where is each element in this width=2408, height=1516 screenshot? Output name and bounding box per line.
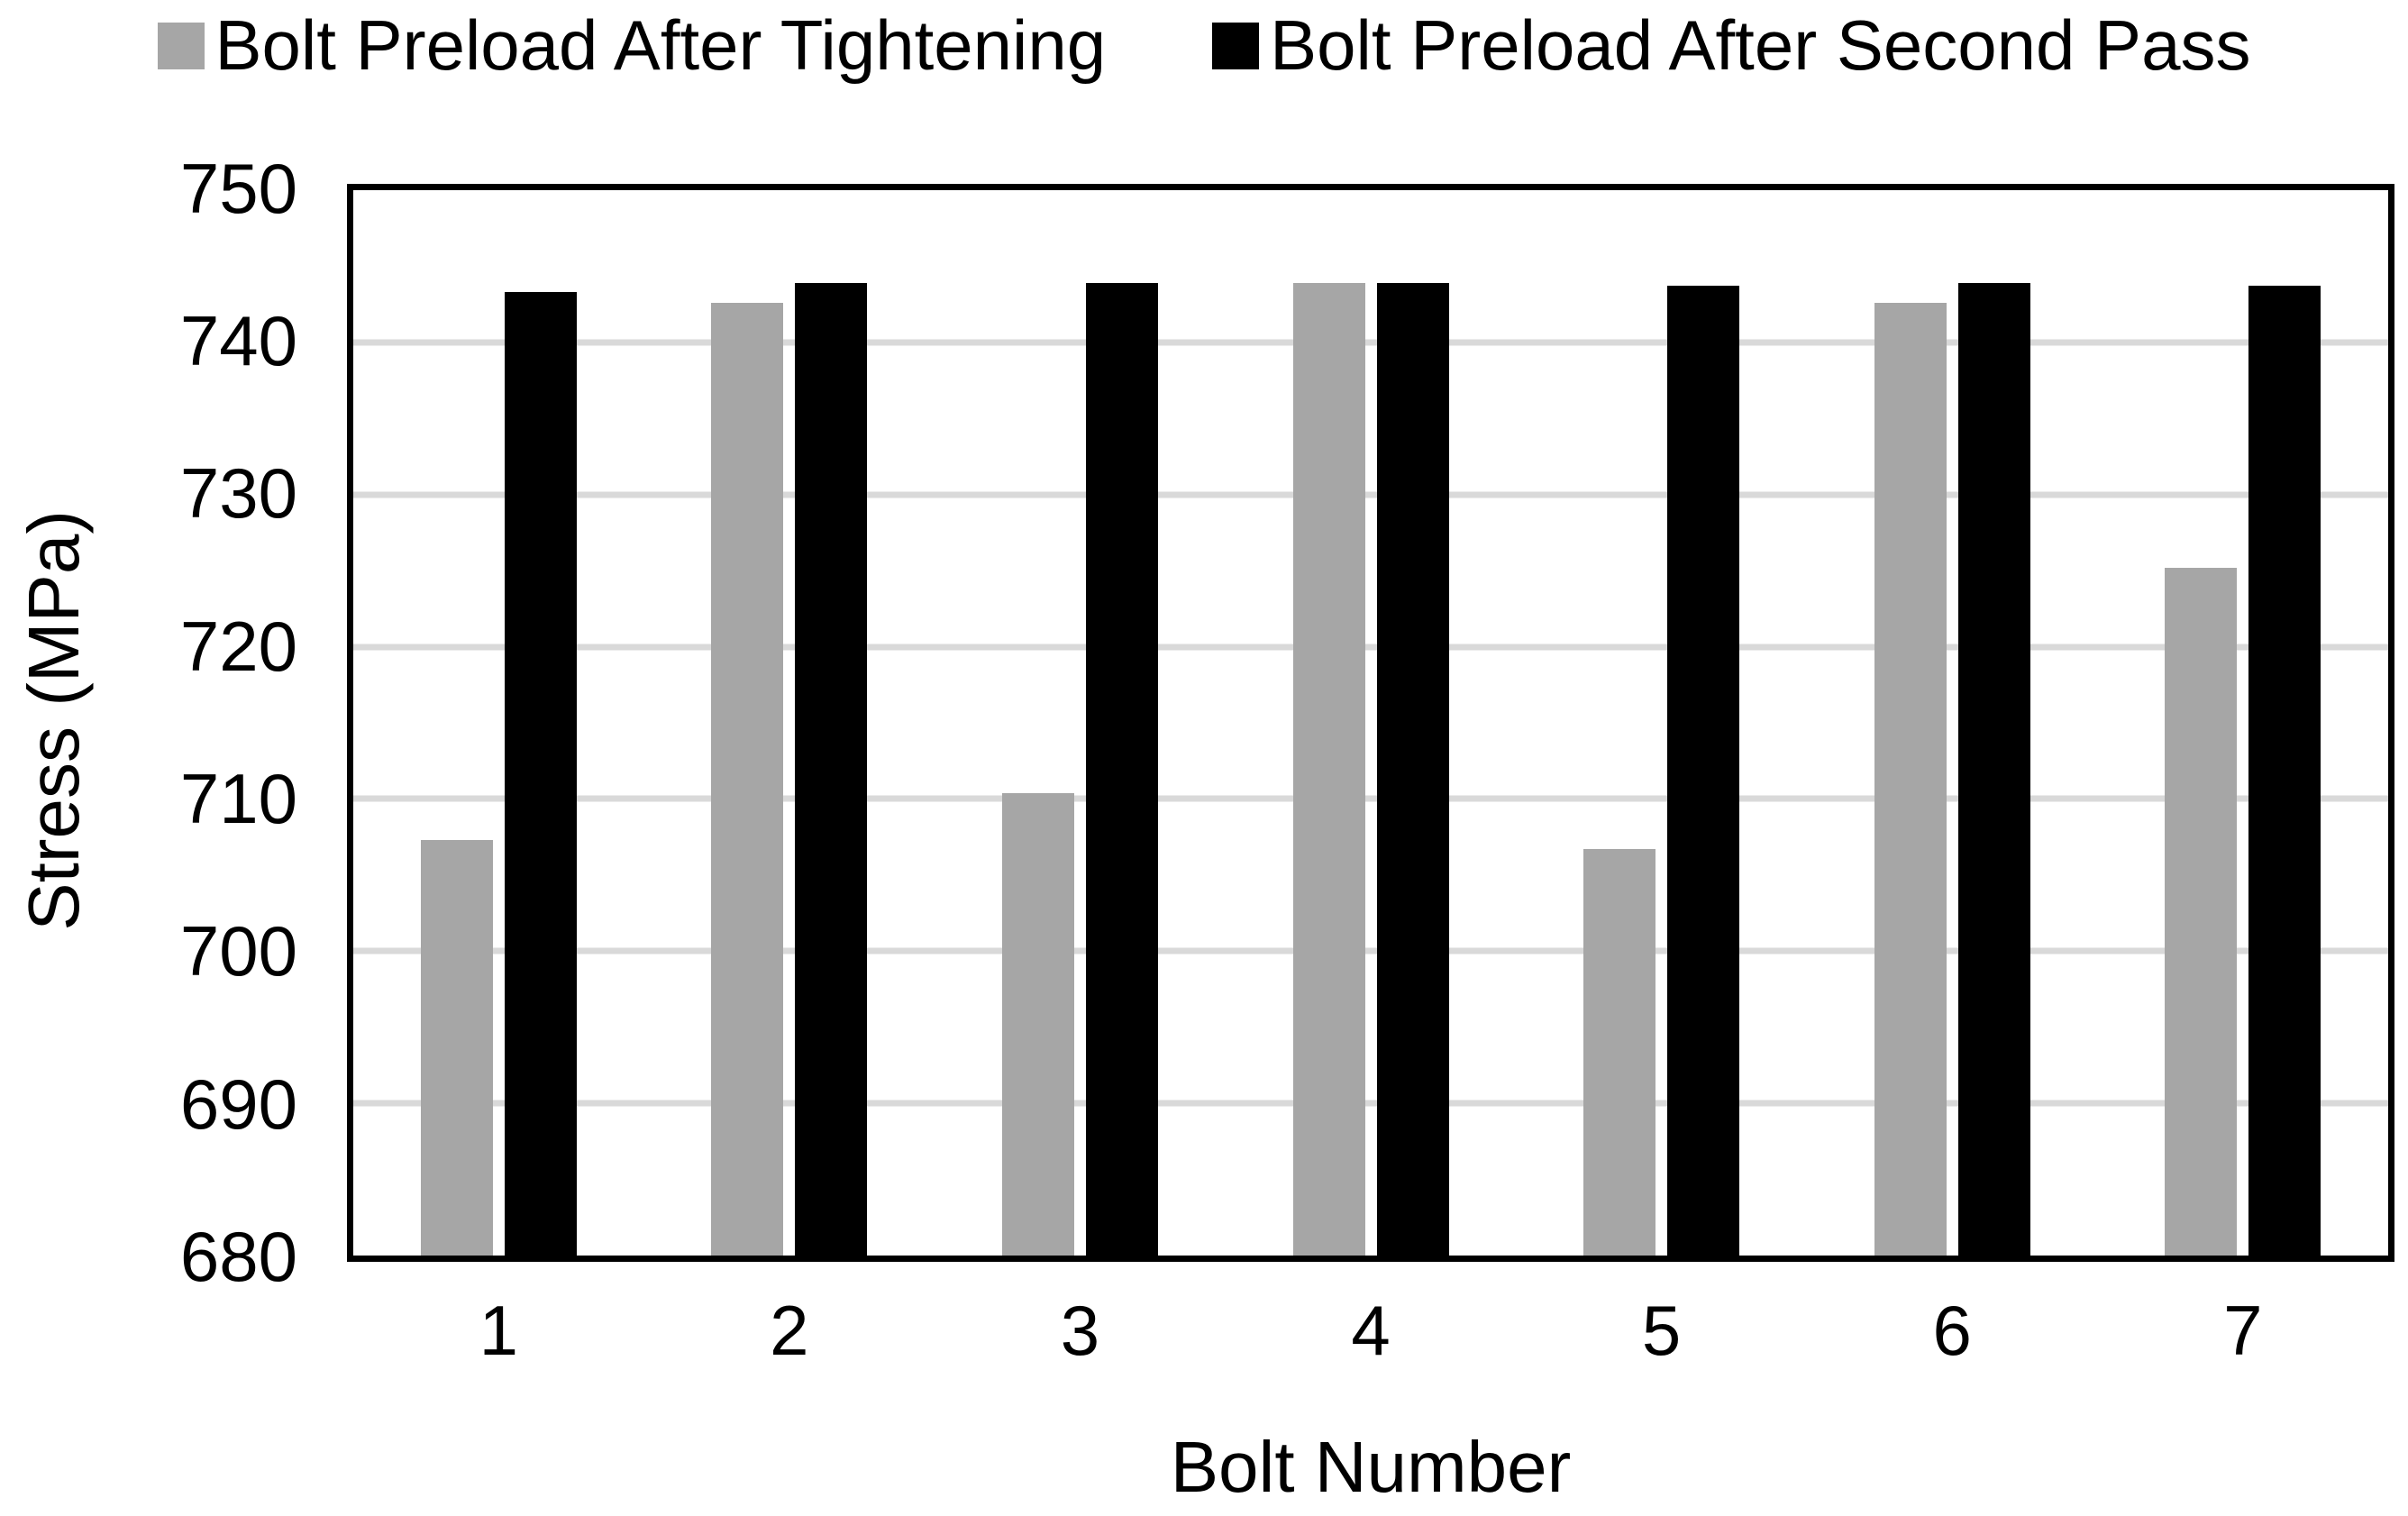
legend-item-0: Bolt Preload After Tightening [157, 5, 1107, 85]
bar-series-0-bolt-2 [711, 302, 784, 1256]
bar-series-0-bolt-4 [1292, 283, 1365, 1256]
bar-series-1-bolt-7 [2248, 286, 2321, 1256]
gridline-740 [353, 339, 2388, 346]
bar-series-1-bolt-5 [1667, 286, 1740, 1256]
gridline-690 [353, 1100, 2388, 1107]
plot-area [347, 184, 2394, 1262]
y-tick-label-720: 720 [179, 606, 297, 686]
y-tick-label-750: 750 [179, 148, 297, 228]
bar-series-1-bolt-1 [504, 292, 577, 1256]
y-tick-label-730: 730 [179, 453, 297, 534]
x-tick-label-1: 1 [479, 1291, 518, 1370]
bar-group-bolt-3 [935, 190, 1226, 1256]
legend-swatch-0 [157, 22, 205, 69]
bar-group-bolt-4 [1226, 190, 1517, 1256]
gridline-720 [353, 644, 2388, 651]
bar-group-bolt-2 [644, 190, 935, 1256]
y-tick-label-740: 740 [179, 300, 297, 380]
x-tick-label-7: 7 [2223, 1291, 2263, 1370]
legend-item-1: Bolt Preload After Second Pass [1212, 5, 2251, 85]
gridline-730 [353, 491, 2388, 498]
y-axis-title: Stress (MPa) [14, 509, 94, 931]
y-tick-label-710: 710 [179, 758, 297, 838]
bar-group-bolt-7 [2097, 190, 2388, 1256]
bar-series-1-bolt-6 [1957, 283, 2030, 1256]
y-tick-label-690: 690 [179, 1064, 297, 1144]
legend-swatch-1 [1212, 22, 1260, 69]
bar-series-1-bolt-4 [1376, 283, 1449, 1256]
gridline-710 [353, 795, 2388, 802]
legend-label-0: Bolt Preload After Tightening [214, 5, 1107, 85]
x-tick-label-4: 4 [1351, 1291, 1391, 1370]
x-tick-label-3: 3 [1060, 1291, 1100, 1370]
y-tick-label-680: 680 [179, 1217, 297, 1296]
bar-series-0-bolt-6 [1874, 302, 1947, 1256]
bar-series-0-bolt-5 [1583, 849, 1656, 1256]
bar-groups [353, 190, 2388, 1256]
bar-series-1-bolt-3 [1085, 283, 1158, 1256]
x-tick-label-2: 2 [770, 1291, 809, 1370]
x-tick-label-5: 5 [1641, 1291, 1682, 1370]
y-tick-label-700: 700 [179, 911, 297, 991]
x-tick-label-6: 6 [1932, 1291, 1972, 1370]
gridline-700 [353, 947, 2388, 954]
x-axis-title: Bolt Number [1170, 1427, 1572, 1507]
bar-series-0-bolt-1 [420, 840, 493, 1256]
bar-series-0-bolt-3 [1001, 792, 1074, 1256]
bar-group-bolt-6 [1807, 190, 2098, 1256]
bar-group-bolt-5 [1516, 190, 1807, 1256]
bar-series-0-bolt-7 [2165, 567, 2238, 1256]
bar-group-bolt-1 [353, 190, 644, 1256]
chart-legend: Bolt Preload After Tightening Bolt Preloa… [0, 5, 2408, 85]
bar-series-1-bolt-2 [795, 283, 868, 1256]
legend-label-1: Bolt Preload After Second Pass [1270, 5, 2251, 85]
